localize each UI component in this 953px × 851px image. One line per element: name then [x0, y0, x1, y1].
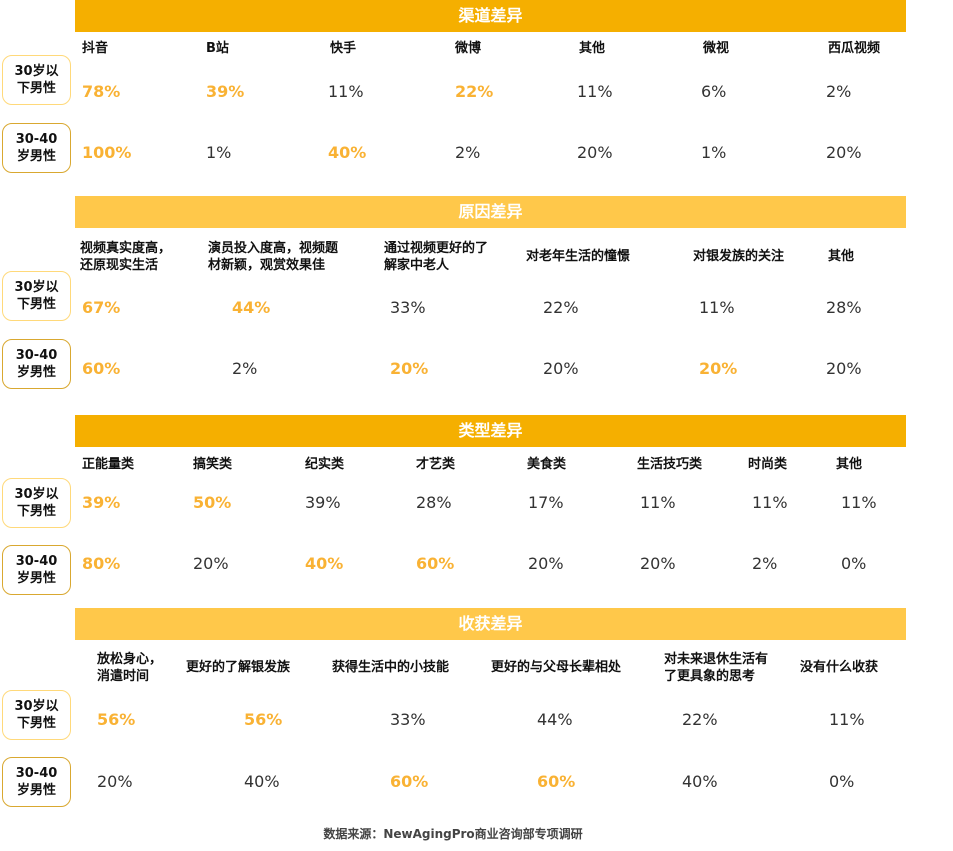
value-30-40: 40%	[682, 772, 718, 791]
column-header: 抖音	[82, 41, 109, 56]
value-under-30: 17%	[528, 493, 564, 512]
section-header: 收获差异	[75, 608, 906, 640]
row-label-30-40: 30-40 岁男性	[2, 545, 71, 595]
value-under-30: 56%	[97, 710, 136, 729]
row-label-under-30: 30岁以 下男性	[2, 690, 71, 740]
column-header: 放松身心， 消遣时间	[97, 652, 163, 684]
value-30-40: 20%	[97, 772, 133, 791]
column-header: 美食类	[527, 457, 567, 472]
value-30-40: 20%	[826, 143, 862, 162]
column-header: B站	[206, 41, 229, 56]
value-30-40: 0%	[841, 554, 867, 573]
column-header: 快手	[330, 41, 357, 56]
value-under-30: 44%	[232, 298, 271, 317]
value-30-40: 20%	[390, 359, 429, 378]
row-label-under-30: 30岁以 下男性	[2, 55, 71, 105]
column-header: 对银发族的关注	[693, 249, 785, 264]
row-label-30-40: 30-40 岁男性	[2, 339, 71, 389]
value-30-40: 20%	[640, 554, 676, 573]
column-header: 西瓜视频	[828, 41, 881, 56]
value-30-40: 1%	[206, 143, 232, 162]
value-under-30: 44%	[537, 710, 573, 729]
row-label-30-40: 30-40 岁男性	[2, 757, 71, 807]
column-header: 获得生活中的小技能	[332, 660, 450, 675]
value-30-40: 80%	[82, 554, 121, 573]
section-header: 类型差异	[75, 415, 906, 447]
value-under-30: 22%	[682, 710, 718, 729]
value-under-30: 78%	[82, 82, 121, 101]
value-under-30: 28%	[416, 493, 452, 512]
column-header: 时尚类	[748, 457, 788, 472]
column-header: 对未来退休生活有 了更具象的思考	[664, 652, 769, 684]
column-header: 更好的与父母长辈相处	[491, 660, 622, 675]
column-header: 没有什么收获	[800, 660, 879, 675]
value-30-40: 40%	[328, 143, 367, 162]
section-header: 渠道差异	[75, 0, 906, 32]
value-30-40: 40%	[305, 554, 344, 573]
value-30-40: 20%	[699, 359, 738, 378]
value-under-30: 39%	[206, 82, 245, 101]
column-header: 其他	[828, 249, 855, 264]
value-under-30: 56%	[244, 710, 283, 729]
value-30-40: 20%	[577, 143, 613, 162]
value-30-40: 100%	[82, 143, 132, 162]
column-header: 视频真实度高， 还原现实生活	[80, 241, 172, 273]
column-header: 微博	[455, 41, 482, 56]
value-under-30: 39%	[82, 493, 121, 512]
data-source-footer: 数据来源：NewAgingPro商业咨询部专项调研	[323, 827, 583, 841]
column-header: 更好的了解银发族	[186, 660, 291, 675]
column-header: 纪实类	[305, 457, 345, 472]
value-under-30: 11%	[829, 710, 865, 729]
column-header: 演员投入度高，视频题 材新颖，观赏效果佳	[208, 241, 339, 273]
value-under-30: 50%	[193, 493, 232, 512]
column-header: 其他	[836, 457, 863, 472]
value-30-40: 2%	[752, 554, 778, 573]
value-under-30: 11%	[328, 82, 364, 101]
value-under-30: 11%	[841, 493, 877, 512]
value-30-40: 1%	[701, 143, 727, 162]
value-under-30: 2%	[826, 82, 852, 101]
column-header: 才艺类	[416, 457, 456, 472]
value-under-30: 67%	[82, 298, 121, 317]
row-label-under-30: 30岁以 下男性	[2, 478, 71, 528]
column-header: 微视	[703, 41, 730, 56]
value-30-40: 60%	[82, 359, 121, 378]
column-header: 搞笑类	[193, 457, 233, 472]
value-30-40: 20%	[826, 359, 862, 378]
value-30-40: 60%	[416, 554, 455, 573]
value-under-30: 22%	[543, 298, 579, 317]
value-30-40: 20%	[543, 359, 579, 378]
value-30-40: 20%	[193, 554, 229, 573]
value-under-30: 28%	[826, 298, 862, 317]
value-under-30: 33%	[390, 298, 426, 317]
column-header: 对老年生活的憧憬	[526, 249, 631, 264]
row-label-30-40: 30-40 岁男性	[2, 123, 71, 173]
value-30-40: 40%	[244, 772, 280, 791]
value-30-40: 0%	[829, 772, 855, 791]
row-label-under-30: 30岁以 下男性	[2, 271, 71, 321]
column-header: 生活技巧类	[637, 457, 703, 472]
value-30-40: 2%	[455, 143, 481, 162]
column-header: 正能量类	[82, 457, 135, 472]
column-header: 通过视频更好的了 解家中老人	[384, 241, 489, 273]
value-under-30: 11%	[640, 493, 676, 512]
value-under-30: 6%	[701, 82, 727, 101]
column-header: 其他	[579, 41, 606, 56]
value-30-40: 60%	[537, 772, 576, 791]
value-under-30: 11%	[752, 493, 788, 512]
value-under-30: 39%	[305, 493, 341, 512]
value-under-30: 11%	[577, 82, 613, 101]
section-header: 原因差异	[75, 196, 906, 228]
value-under-30: 33%	[390, 710, 426, 729]
value-30-40: 20%	[528, 554, 564, 573]
value-30-40: 2%	[232, 359, 258, 378]
value-30-40: 60%	[390, 772, 429, 791]
value-under-30: 22%	[455, 82, 494, 101]
value-under-30: 11%	[699, 298, 735, 317]
